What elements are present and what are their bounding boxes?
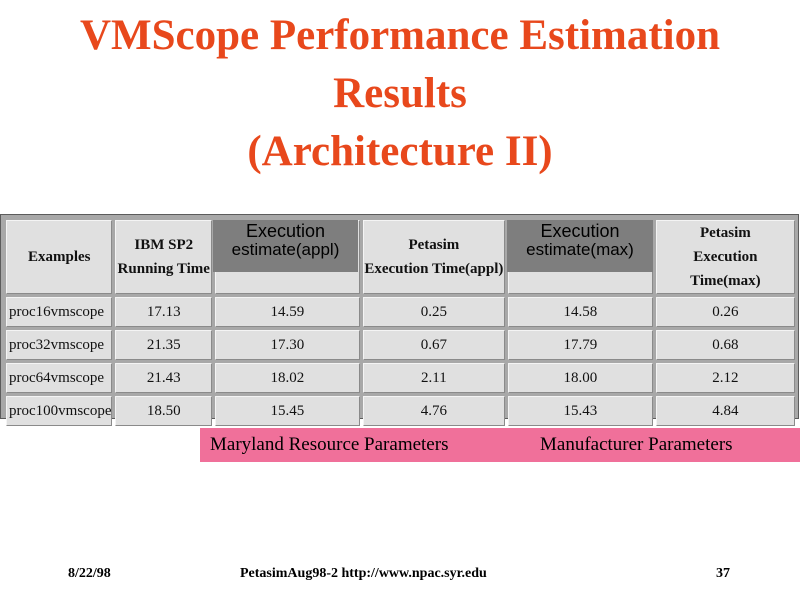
header-text: Running Time	[117, 261, 210, 277]
table-header-row: Examples IBM SP2 Running Time Petasim Exec…	[6, 220, 795, 294]
header-text: Execution Time(appl)	[364, 261, 504, 277]
overlay-line: Execution	[540, 221, 620, 241]
table-row: proc64vmscope 21.43 18.02 2.11 18.00 2.1…	[6, 363, 795, 393]
table-cell: 14.59	[215, 297, 360, 327]
header-text: Petasim	[408, 237, 460, 253]
slide-title-line-1: VMScope Performance Estimation	[79, 12, 721, 59]
table-cell: 2.11	[362, 363, 505, 393]
table-cell: 18.00	[507, 363, 653, 393]
table-cell: 14.58	[507, 297, 653, 327]
header-text: Examples	[27, 249, 91, 265]
maryland-parameters-label: Maryland Resource Parameters	[210, 434, 449, 455]
header-text: IBM SP2	[134, 237, 194, 253]
table-cell: 4.84	[655, 396, 795, 426]
table-cell: 0.26	[655, 297, 795, 327]
footer-source: PetasimAug98-2 http://www.npac.syr.edu	[240, 566, 487, 581]
header-petasim-appl: Petasim Execution Time(appl)	[362, 220, 505, 294]
table-row: proc16vmscope 17.13 14.59 0.25 14.58 0.2…	[6, 297, 795, 327]
table-cell: proc32vmscope	[6, 330, 113, 360]
slide-title-line-2: Results	[333, 70, 467, 117]
manufacturer-parameters-label: Manufacturer Parameters	[540, 434, 733, 455]
results-table-panel: Examples IBM SP2 Running Time Petasim Exec…	[0, 214, 799, 426]
table-cell: 4.76	[362, 396, 505, 426]
table-cell: 2.12	[655, 363, 795, 393]
table-row: proc32vmscope 21.35 17.30 0.67 17.79 0.6…	[6, 330, 795, 360]
table-cell: 0.67	[362, 330, 505, 360]
table-cell: 17.30	[215, 330, 360, 360]
overlay-line: estimate(appl)	[231, 240, 340, 259]
table-cell: 15.43	[507, 396, 653, 426]
table-cell: proc64vmscope	[6, 363, 113, 393]
execution-estimate-appl-label: Execution estimate(appl)	[213, 220, 358, 272]
slide-title-line-3: (Architecture II)	[247, 128, 553, 175]
parameters-bar	[200, 428, 800, 462]
table-row: proc100vmscope 18.50 15.45 4.76 15.43 4.…	[6, 396, 795, 426]
header-text: Execution Time(max)	[690, 249, 761, 289]
results-table: Examples IBM SP2 Running Time Petasim Exec…	[3, 217, 798, 429]
header-text: Petasim	[699, 225, 751, 241]
overlay-line: estimate(max)	[526, 240, 634, 259]
table-cell: 21.35	[115, 330, 213, 360]
table-cell: 18.50	[115, 396, 213, 426]
page-number: 37	[716, 566, 730, 581]
overlay-line: Execution	[245, 221, 326, 241]
table-cell: 0.68	[655, 330, 795, 360]
table-cell: 15.45	[215, 396, 360, 426]
footer-date: 8/22/98	[68, 566, 111, 581]
header-ibm-sp2: IBM SP2 Running Time	[115, 220, 213, 294]
table-cell: proc100vmscope	[6, 396, 113, 426]
header-petasim-max: Petasim Execution Time(max)	[655, 220, 795, 294]
header-examples: Examples	[6, 220, 113, 294]
table-cell: 18.02	[215, 363, 360, 393]
table-cell: 21.43	[115, 363, 213, 393]
table-cell: 17.79	[507, 330, 653, 360]
table-cell: 17.13	[115, 297, 213, 327]
table-cell: 0.25	[362, 297, 505, 327]
execution-estimate-max-label: Execution estimate(max)	[507, 220, 653, 272]
table-cell: proc16vmscope	[6, 297, 113, 327]
